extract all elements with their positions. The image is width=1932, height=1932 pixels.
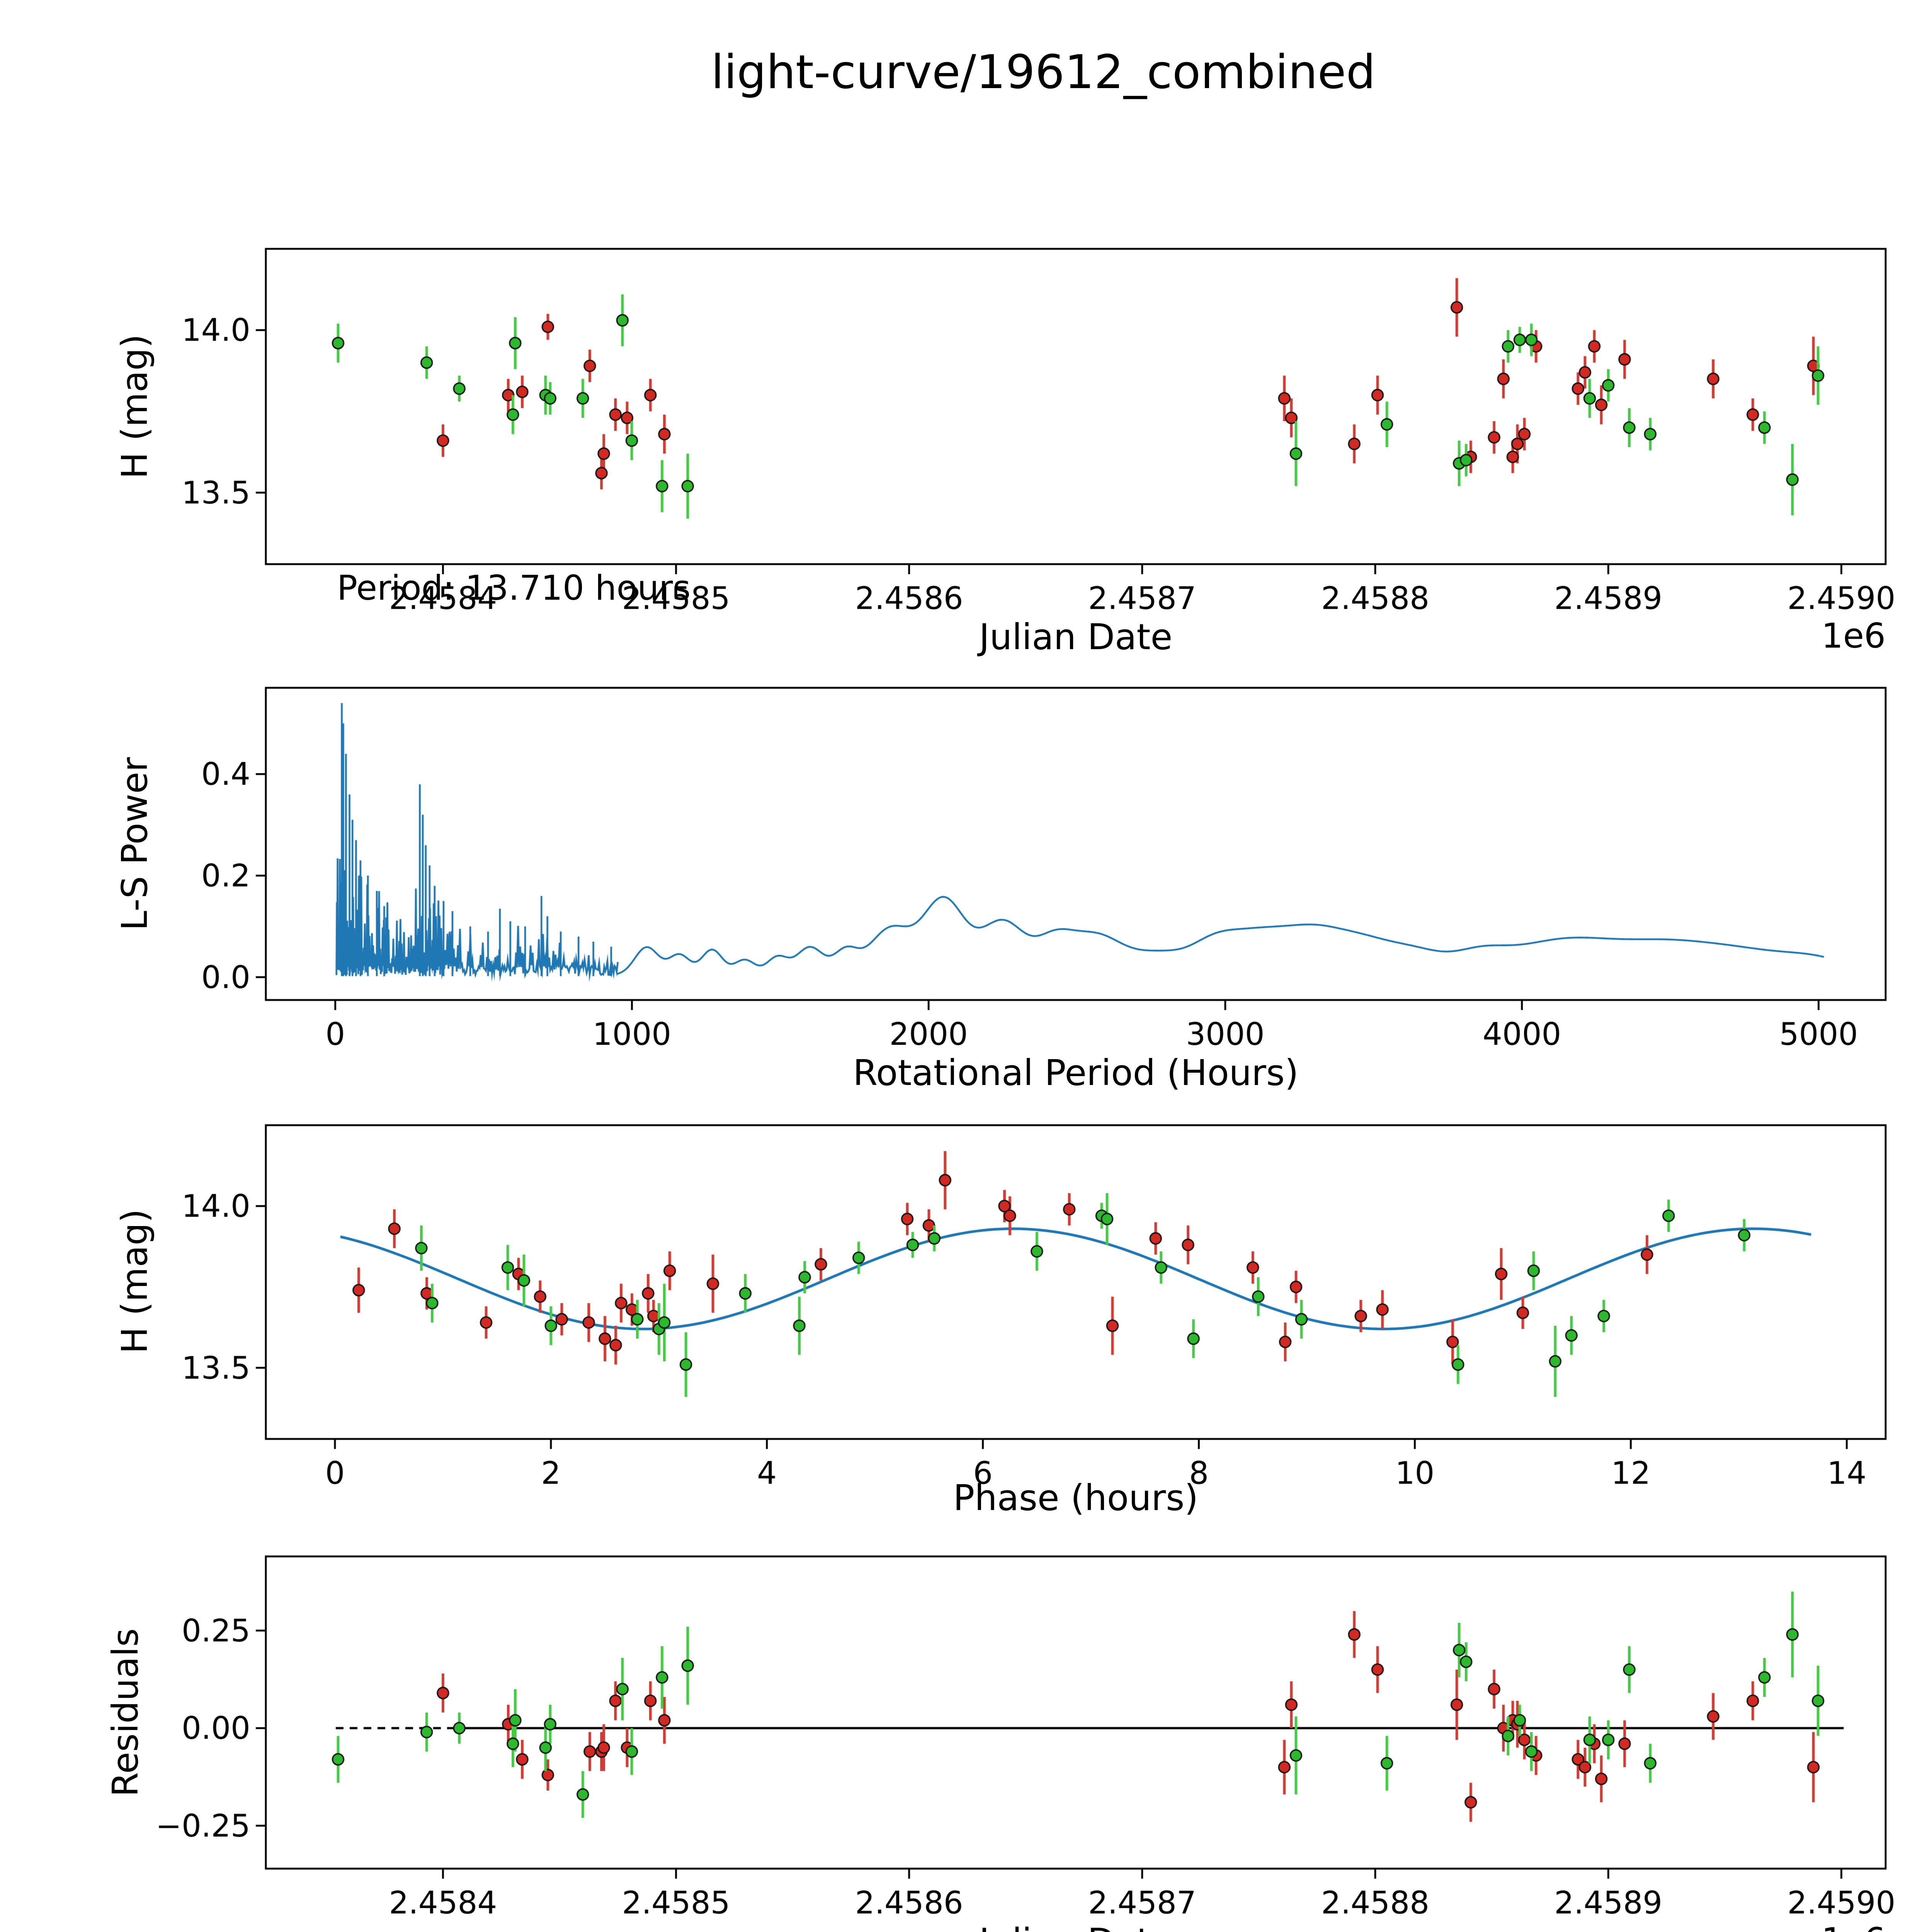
panel3-xlabel: Phase (hours) <box>953 1479 1199 1519</box>
panel1-offset-text: 1e6 <box>1821 618 1886 657</box>
figure-title: light-curve/19612_combined <box>711 46 1376 100</box>
period-annotation: Period: 13.710 hours <box>337 570 691 609</box>
panel1-xlabel: Julian Date <box>979 618 1173 658</box>
panel4-xlabel: Julian Date <box>979 1923 1172 1932</box>
panel1-ylabel: H (mag) <box>116 334 156 479</box>
panel3-ylabel: H (mag) <box>116 1209 156 1354</box>
panel2-xlabel: Rotational Period (Hours) <box>853 1054 1299 1094</box>
panel2-ylabel: L-S Power <box>116 757 156 931</box>
panel4-offset-text: 1e6 <box>266 1923 1886 1932</box>
panel4-ylabel: Residuals <box>107 1628 147 1797</box>
